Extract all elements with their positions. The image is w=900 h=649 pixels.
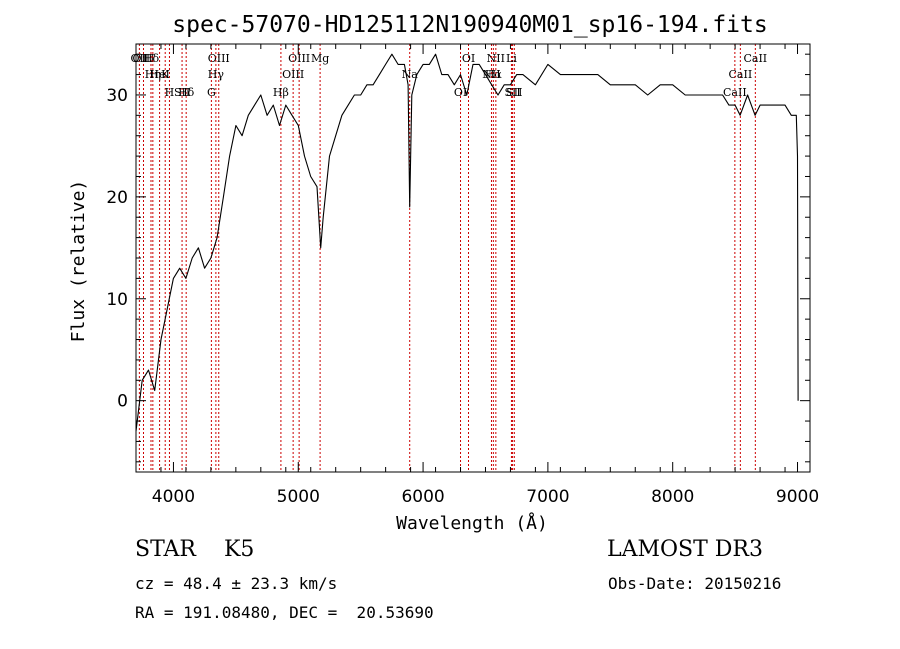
spectral-type: STAR K5 <box>135 537 255 562</box>
line-label: H <box>165 86 175 99</box>
coordinates-readout: RA = 191.08480, DEC = 20.53690 <box>135 603 434 622</box>
line-label: SII <box>506 86 522 99</box>
line-label: Hδ <box>143 52 160 65</box>
x-tick-label: 8000 <box>651 487 694 507</box>
line-label: OIII <box>208 52 230 65</box>
series-line <box>135 53 799 432</box>
redshift-readout: cz = 48.4 ± 23.3 km/s <box>135 574 338 593</box>
survey-name: LAMOST DR3 <box>607 537 763 562</box>
line-label: Hβ <box>273 86 289 99</box>
line-label: Hη <box>145 68 161 81</box>
observation-date: Obs-Date: 20150216 <box>608 574 782 593</box>
chart-title: spec-57070-HD125112N190940M01_sp16-194.f… <box>172 12 767 38</box>
line-label: OIII <box>282 68 304 81</box>
line-label: SII <box>504 86 520 99</box>
plot-frame <box>135 43 811 473</box>
line-label: OI <box>454 86 467 99</box>
y-tick-label: 30 <box>106 86 128 106</box>
line-label: CaII <box>743 52 767 65</box>
line-label: Hα <box>485 68 503 81</box>
line-label: OIII <box>288 52 310 65</box>
line-label: Li <box>506 52 517 65</box>
line-label: NII <box>487 52 505 65</box>
emission-line-markers: HδKHδOIIHeISIIOIIIHηHOIIIHγGOIIIOIIIHβMg… <box>131 44 767 472</box>
x-tick-label: 4000 <box>152 487 195 507</box>
x-tick-label: 7000 <box>526 487 569 507</box>
y-tick-label: 10 <box>106 290 128 310</box>
line-label: CaII <box>729 68 753 81</box>
y-tick-label: 0 <box>117 392 128 412</box>
axes: 4000 5000 6000 7000 8000 9000 0 10 20 30 <box>106 43 819 507</box>
x-tick-label: 9000 <box>776 487 819 507</box>
x-tick-label: 5000 <box>277 487 320 507</box>
y-axis-label: Flux (relative) <box>68 180 89 343</box>
spectrum-series <box>135 53 799 432</box>
line-label: Hγ <box>208 68 225 81</box>
line-label: Mg <box>311 52 329 65</box>
line-label: K <box>161 68 170 81</box>
x-axis-label: Wavelength (Å) <box>396 512 548 534</box>
line-label: OI <box>462 52 475 65</box>
line-label: HeI <box>149 68 169 81</box>
x-tick-label: 6000 <box>401 487 444 507</box>
line-label: OIII <box>132 52 154 65</box>
line-label: G <box>207 86 216 99</box>
y-tick-label: 20 <box>106 188 128 208</box>
line-label: CaII <box>723 86 747 99</box>
line-label: SII <box>174 86 190 99</box>
